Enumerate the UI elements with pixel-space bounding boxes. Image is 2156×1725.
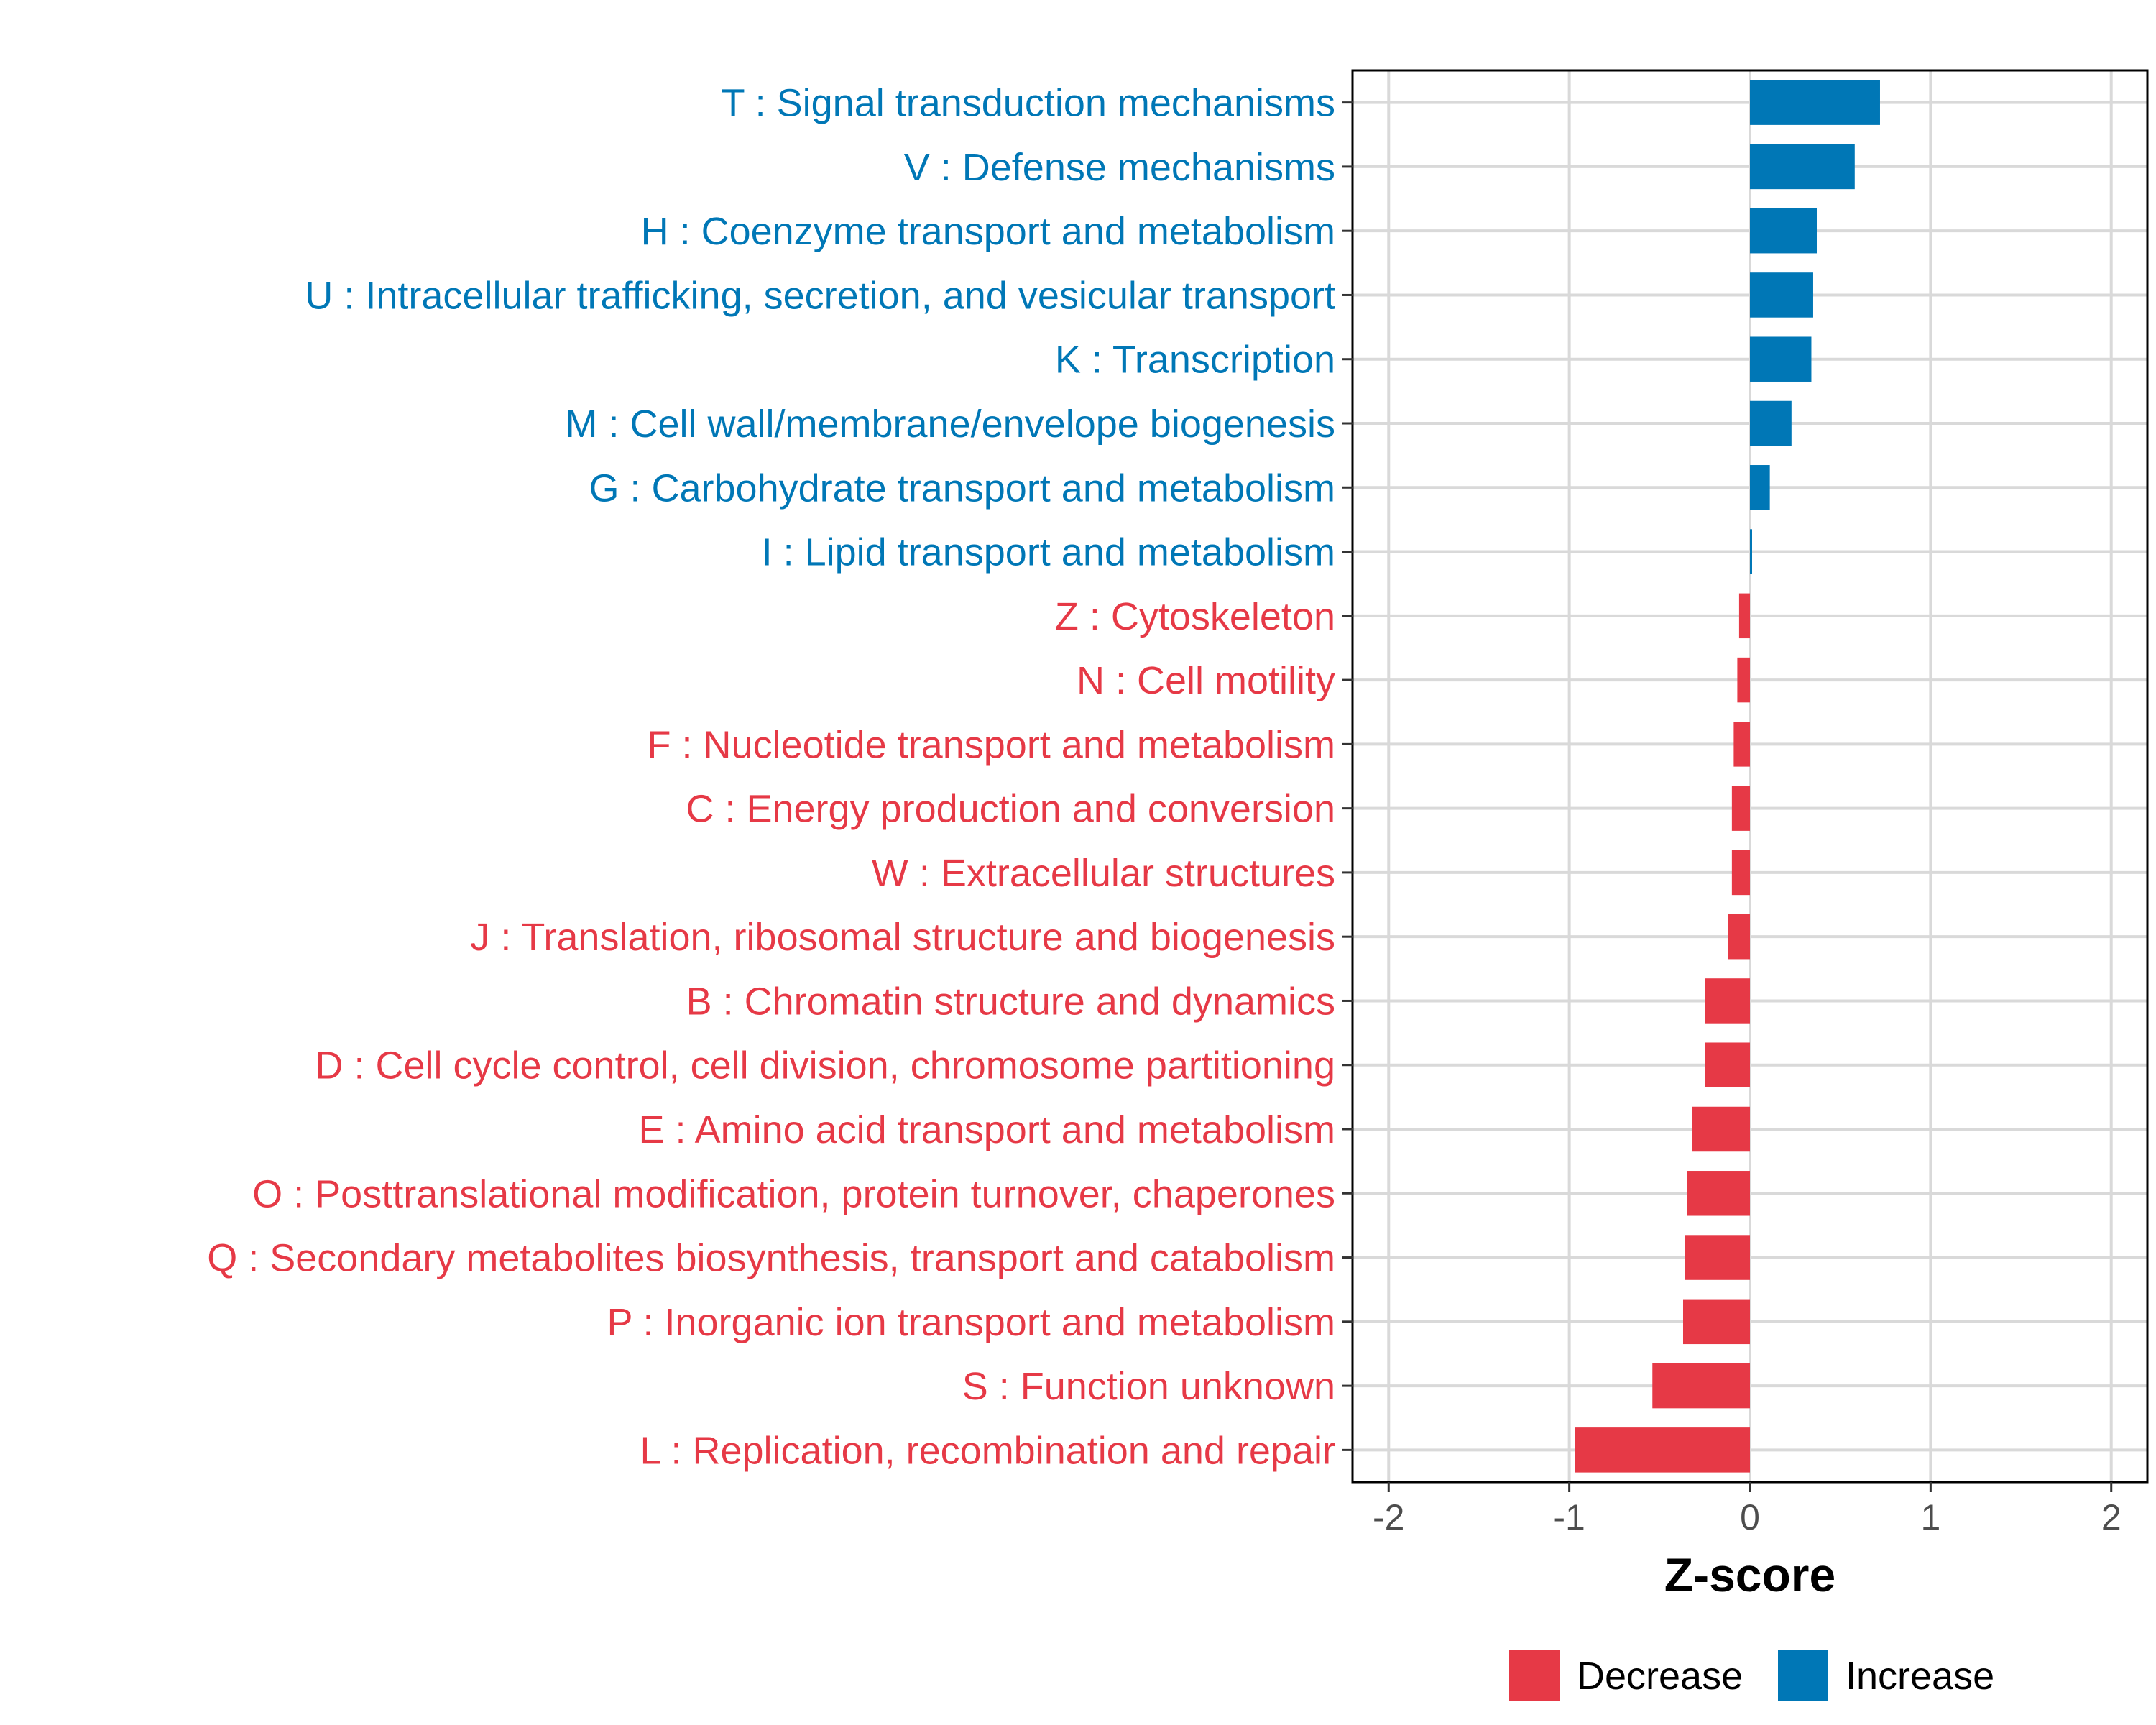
category-label: B : Chromatin structure and dynamics: [686, 980, 1335, 1023]
category-label: V : Defense mechanisms: [904, 146, 1335, 189]
bar-g: [1750, 465, 1770, 510]
category-label: Z : Cytoskeleton: [1055, 595, 1335, 638]
bar-o: [1687, 1171, 1750, 1216]
category-label: P : Inorganic ion transport and metaboli…: [607, 1301, 1335, 1344]
bar-h: [1750, 208, 1818, 254]
category-label: K : Transcription: [1055, 339, 1335, 382]
bar-f: [1733, 722, 1750, 767]
bar-m: [1750, 400, 1792, 446]
x-axis-ticks: -2 -1 0 1 2: [1373, 1482, 2122, 1537]
bar-n: [1737, 657, 1750, 703]
category-label: E : Amino acid transport and metabolism: [639, 1108, 1335, 1151]
x-tick-label: 1: [1920, 1497, 1940, 1537]
x-tick-label: -1: [1553, 1497, 1585, 1537]
legend-swatch-increase: [1778, 1650, 1828, 1701]
category-label: U : Intracellular trafficking, secretion…: [305, 274, 1335, 317]
bar-d: [1705, 1042, 1750, 1087]
bar-s: [1652, 1363, 1750, 1409]
bar-k: [1750, 336, 1812, 382]
bar-t: [1750, 80, 1880, 125]
category-label: F : Nucleotide transport and metabolism: [648, 723, 1335, 766]
category-label: H : Coenzyme transport and metabolism: [641, 210, 1335, 253]
bar-l: [1575, 1427, 1750, 1473]
legend-label-decrease: Decrease: [1577, 1655, 1743, 1698]
bar-p: [1682, 1299, 1750, 1345]
category-label: I : Lipid transport and metabolism: [762, 531, 1335, 574]
category-label: C : Energy production and conversion: [686, 788, 1335, 831]
bar-i: [1750, 529, 1752, 574]
bar-w: [1731, 850, 1750, 896]
bar-b: [1705, 978, 1750, 1024]
legend: Decrease Increase: [1509, 1650, 1994, 1701]
category-label: L : Replication, recombination and repai…: [640, 1429, 1335, 1472]
bar-u: [1750, 272, 1813, 318]
legend-swatch-decrease: [1509, 1650, 1560, 1701]
x-axis-title: Z-score: [1664, 1548, 1835, 1601]
category-label: O : Posttranslational modification, prot…: [252, 1172, 1335, 1215]
bars: [1575, 80, 1880, 1473]
bar-q: [1685, 1235, 1750, 1280]
legend-label-increase: Increase: [1846, 1655, 1994, 1698]
y-axis-ticks: T : Signal transduction mechanisms V : De…: [207, 82, 1353, 1472]
category-label: T : Signal transduction mechanisms: [722, 82, 1335, 125]
category-label: D : Cell cycle control, cell division, c…: [315, 1044, 1335, 1087]
bar-z: [1738, 593, 1750, 639]
category-label: W : Extracellular structures: [872, 852, 1335, 895]
category-label: S : Function unknown: [962, 1365, 1335, 1408]
category-label: N : Cell motility: [1077, 659, 1335, 702]
category-label: G : Carbohydrate transport and metabolis…: [589, 466, 1336, 510]
category-label: J : Translation, ribosomal structure and…: [470, 916, 1335, 959]
x-tick-label: 0: [1740, 1497, 1760, 1537]
x-tick-label: -2: [1373, 1497, 1404, 1537]
bar-e: [1692, 1106, 1750, 1152]
bar-c: [1731, 786, 1750, 831]
bar-j: [1728, 914, 1750, 960]
bar-v: [1750, 144, 1855, 190]
x-tick-label: 2: [2101, 1497, 2122, 1537]
category-label: Q : Secondary metabolites biosynthesis, …: [207, 1237, 1335, 1280]
category-label: M : Cell wall/membrane/envelope biogenes…: [565, 402, 1335, 446]
